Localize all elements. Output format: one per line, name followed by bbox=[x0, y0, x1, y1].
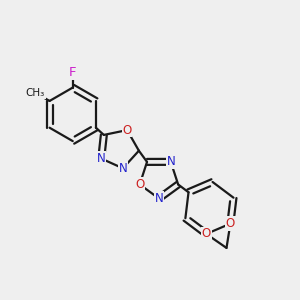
Text: O: O bbox=[202, 227, 211, 240]
Text: N: N bbox=[154, 192, 163, 205]
Text: N: N bbox=[167, 155, 175, 168]
Text: N: N bbox=[118, 162, 127, 175]
Text: O: O bbox=[135, 178, 144, 191]
Text: O: O bbox=[226, 217, 235, 230]
Text: O: O bbox=[122, 124, 132, 136]
Text: CH₃: CH₃ bbox=[26, 88, 45, 98]
Text: N: N bbox=[97, 152, 106, 165]
Text: F: F bbox=[69, 66, 76, 79]
